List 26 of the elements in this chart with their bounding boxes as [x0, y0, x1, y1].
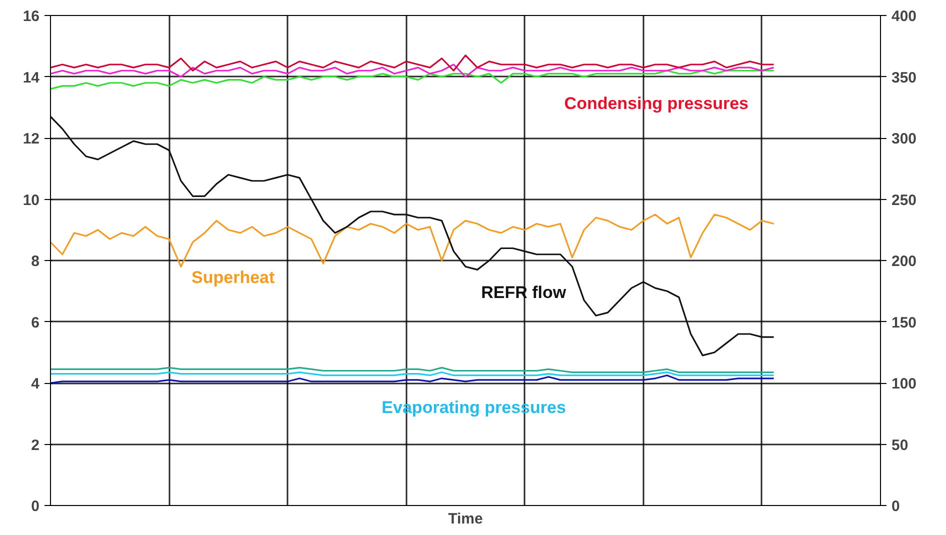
y2-tick-label: 200	[892, 253, 917, 270]
y-tick-label: 6	[31, 314, 40, 332]
y2-tick-label: 100	[892, 376, 917, 392]
y2-tick-label: 50	[892, 436, 908, 454]
y2-tick-label: 300	[892, 130, 917, 148]
line-series	[50, 214, 775, 268]
y2-tick-label: 0	[892, 498, 900, 515]
line-series	[50, 374, 775, 384]
y-tick-label: 14	[22, 69, 40, 86]
y2-tick-label: 400	[892, 8, 917, 25]
y2-tick-label: 250	[892, 192, 917, 209]
line-series	[50, 64, 775, 78]
y-tick-label: 0	[31, 498, 40, 515]
annotation: Superheat	[192, 268, 276, 288]
line-series	[50, 116, 775, 356]
x-axis-title: Time	[448, 510, 483, 528]
y-tick-label: 2	[31, 436, 40, 454]
line-series	[50, 70, 775, 90]
line-series	[50, 54, 775, 72]
y2-tick-label: 350	[892, 69, 917, 86]
y-tick-label: 12	[22, 130, 40, 148]
y-tick-label: 16	[22, 8, 40, 25]
y2-tick-label: 150	[892, 314, 917, 332]
y-tick-label: 10	[22, 192, 40, 209]
y-tick-label: 4	[31, 376, 40, 392]
y-tick-label: 8	[31, 253, 40, 270]
